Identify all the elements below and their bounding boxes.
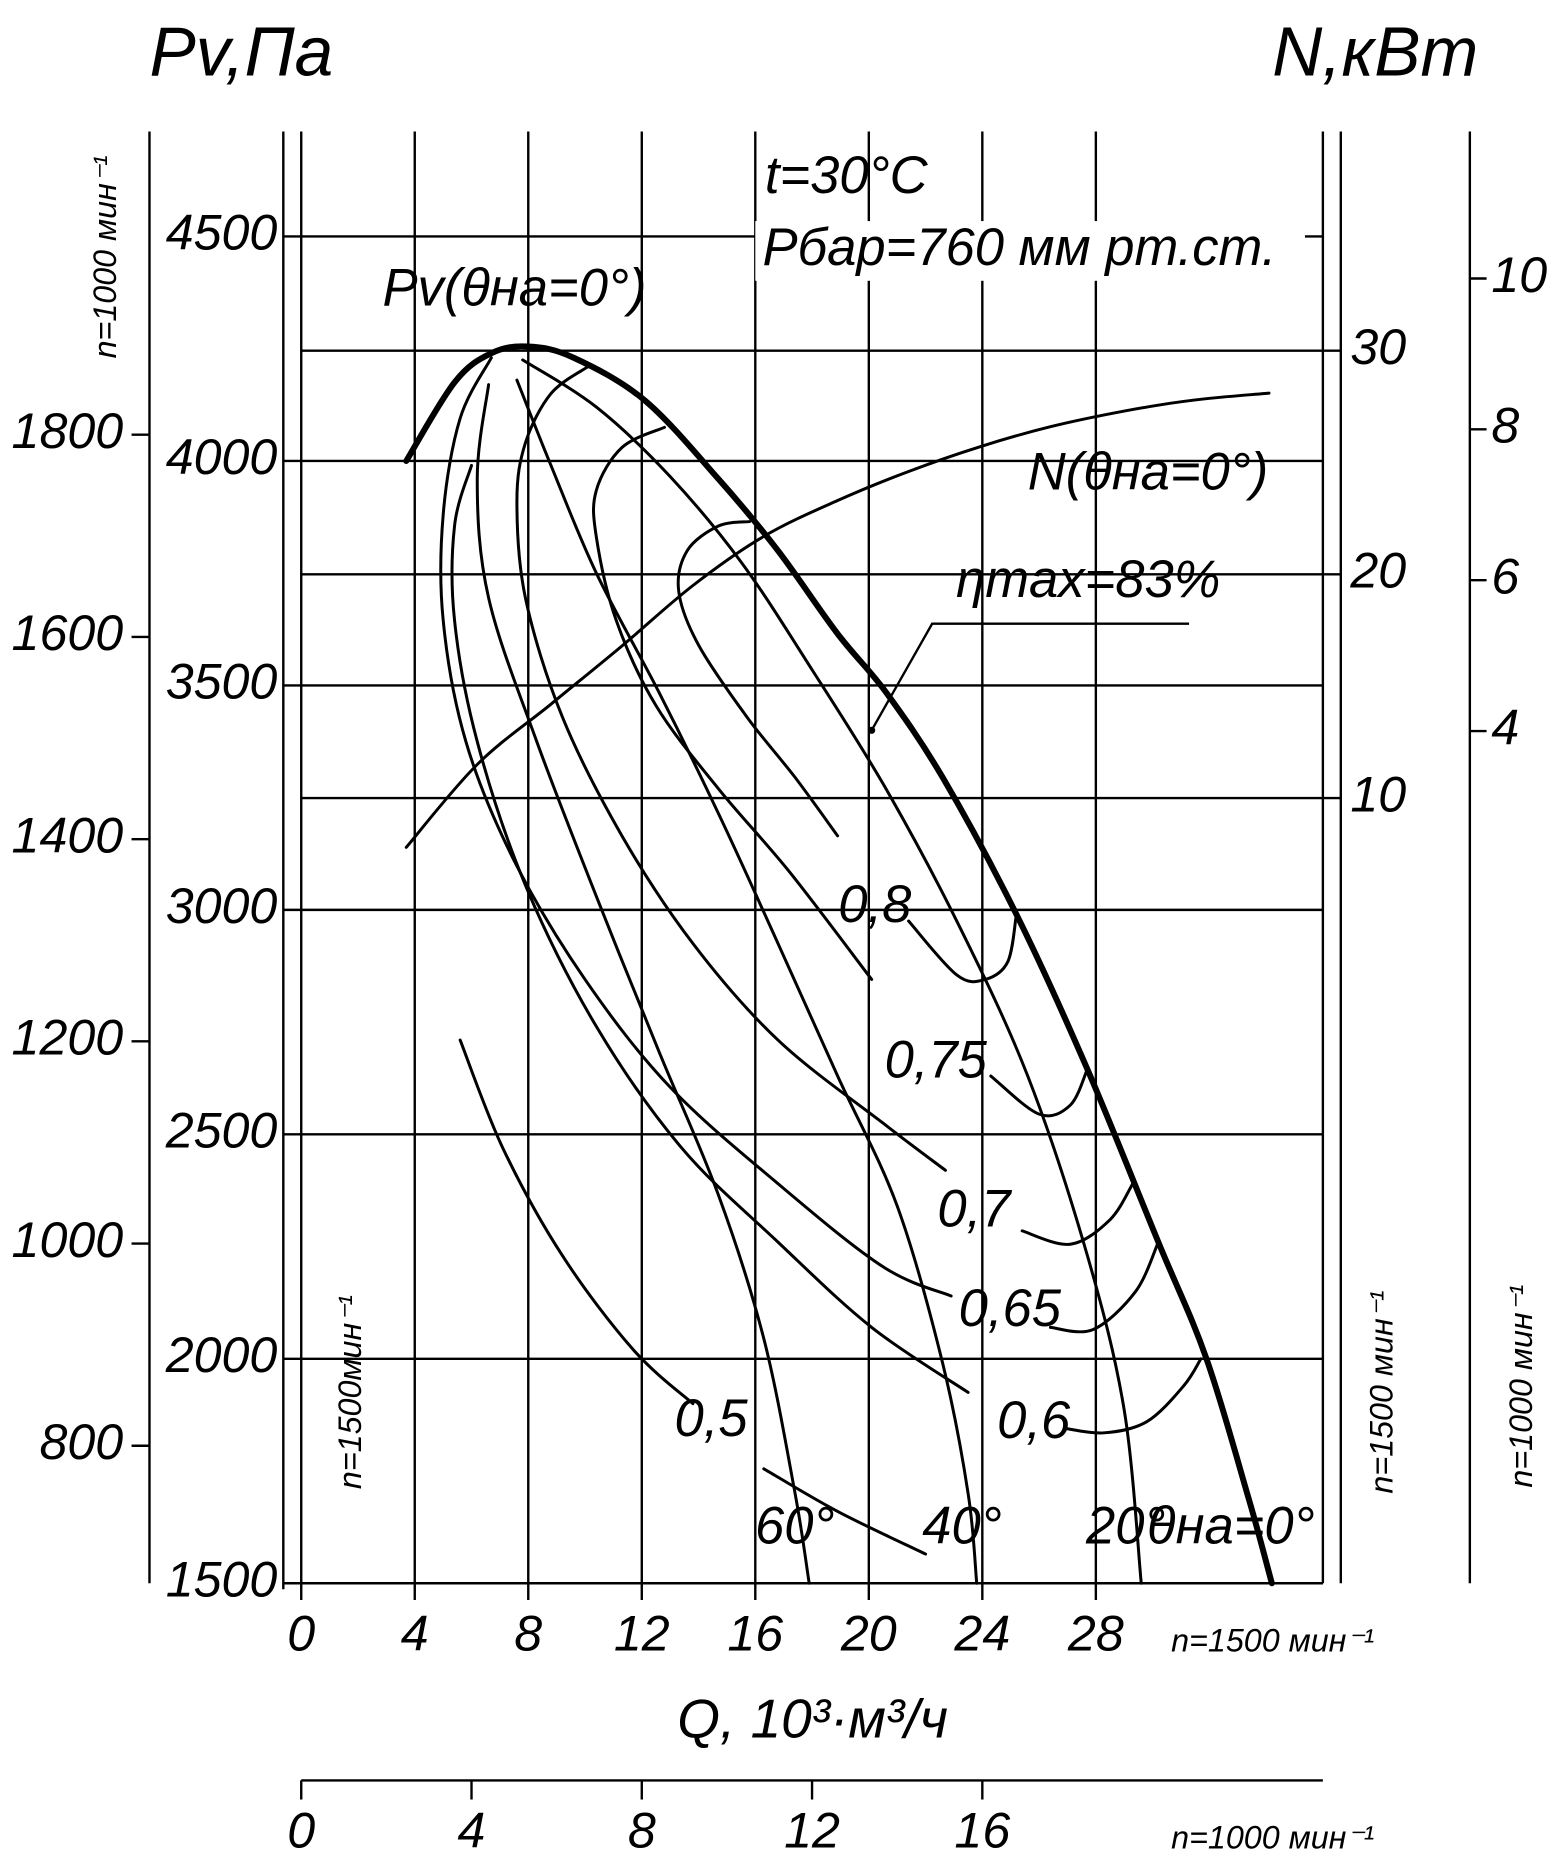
y3-tick-label: 1400 <box>12 807 124 863</box>
y-tick-label: 4500 <box>166 205 278 261</box>
x2-axis-note: n=1000 мин⁻¹ <box>1171 1820 1374 1856</box>
curve-label: 0,65 <box>959 1279 1062 1338</box>
curve <box>403 343 1275 1587</box>
y4-axis-note: n=1000 мин⁻¹ <box>1503 1284 1539 1487</box>
y-tick-label: 3000 <box>166 878 278 934</box>
curve <box>439 356 1160 1334</box>
annotation: ηmax=83% <box>956 550 1220 609</box>
curve <box>521 358 1143 1585</box>
x-tick-label: 8 <box>514 1605 542 1661</box>
x-tick-label: 24 <box>953 1605 1010 1661</box>
label-backdrop <box>755 221 1305 281</box>
x-tick-label: 4 <box>401 1605 429 1661</box>
curve-label: 0,7 <box>937 1180 1012 1239</box>
curve <box>515 365 1135 1246</box>
curve-label: 0,75 <box>885 1030 988 1089</box>
y4-tick-label: 8 <box>1491 398 1519 454</box>
y4-tick-label: 6 <box>1491 548 1519 604</box>
curve-label: 0,6 <box>997 1391 1071 1450</box>
x-tick-label: 20 <box>840 1605 897 1661</box>
y-tick-label: 2000 <box>165 1327 278 1383</box>
y4-tick-label: 4 <box>1491 699 1519 755</box>
y3-tick-label: 800 <box>39 1414 123 1470</box>
y-axis-title: Pv,Па <box>149 13 333 91</box>
y-tick-label: 1500 <box>166 1551 278 1607</box>
curve-label: 0,5 <box>675 1389 749 1448</box>
x-tick-label: 28 <box>1067 1605 1124 1661</box>
y3-tick-label: 1200 <box>12 1010 124 1066</box>
x-axis-note: n=1500 мин⁻¹ <box>1171 1623 1374 1659</box>
leader-line <box>870 622 1190 731</box>
y-tick-label: 2500 <box>165 1103 278 1159</box>
x2-tick-label: 8 <box>628 1802 656 1858</box>
x2-tick-label: 4 <box>458 1802 486 1858</box>
y2-tick-label: 10 <box>1350 766 1406 822</box>
annotation: Pбар=760 мм рт.ст. <box>762 218 1276 277</box>
curve <box>458 1038 928 1556</box>
x2-tick-label: 16 <box>954 1802 1010 1858</box>
curve-label: 0,8 <box>838 875 911 934</box>
curve <box>475 383 811 1585</box>
curve <box>592 425 1089 1118</box>
y-tick-label: 4000 <box>166 429 278 485</box>
curve-label: N(θна=0°) <box>1028 442 1269 501</box>
y3-tick-label: 1600 <box>12 605 124 661</box>
x2-tick-label: 0 <box>287 1802 315 1858</box>
curve <box>676 520 1018 984</box>
x-tick-label: 16 <box>727 1605 783 1661</box>
y3-tick-label: 1000 <box>12 1212 124 1268</box>
annotation: t=30°C <box>765 146 929 205</box>
x-tick-label: 0 <box>287 1605 315 1661</box>
x2-tick-label: 12 <box>784 1802 840 1858</box>
y2-tick-label: 30 <box>1350 319 1406 375</box>
curve-label: 40° <box>922 1496 1002 1555</box>
y-axis-note: n=1500мин⁻¹ <box>332 1295 368 1489</box>
curve <box>404 391 1271 849</box>
y3-tick-label: 1800 <box>12 403 124 459</box>
y4-tick-label: 10 <box>1491 247 1547 303</box>
pointer-dot <box>868 726 876 734</box>
curve <box>515 378 979 1585</box>
curve <box>450 463 1203 1435</box>
y3-axis-note: n=1000 мин⁻¹ <box>87 155 123 358</box>
y2-tick-label: 20 <box>1349 543 1406 599</box>
annotation: θна=0° <box>1147 1496 1315 1555</box>
x-tick-label: 12 <box>614 1605 670 1661</box>
y2-axis-title: N,кВт <box>1272 13 1478 91</box>
x-axis-title: Q, 10³·м³/ч <box>677 1688 948 1750</box>
y2-axis-note: n=1500 мин⁻¹ <box>1363 1290 1399 1493</box>
curve-label: Pv(θна=0°) <box>382 258 646 317</box>
curve-label: 20° <box>1085 1496 1166 1555</box>
y-tick-label: 3500 <box>166 654 278 710</box>
curve-label: 60° <box>755 1496 835 1555</box>
